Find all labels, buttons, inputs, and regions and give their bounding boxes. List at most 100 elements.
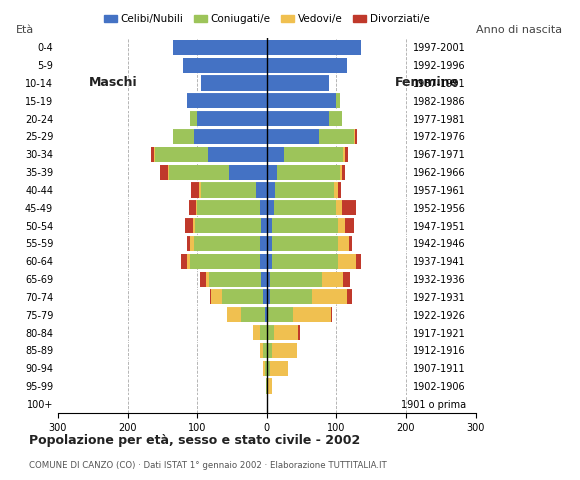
Bar xyxy=(208,147,267,162)
Bar xyxy=(339,253,356,269)
Bar xyxy=(194,129,267,144)
Bar xyxy=(187,253,190,269)
Bar xyxy=(298,325,299,340)
Bar xyxy=(154,147,155,162)
Bar xyxy=(210,289,211,304)
Bar xyxy=(340,165,342,180)
Bar xyxy=(155,147,208,162)
Bar xyxy=(173,40,267,55)
Bar xyxy=(355,129,357,144)
Bar xyxy=(151,147,154,162)
Bar xyxy=(222,289,263,304)
Bar xyxy=(274,325,298,340)
Bar xyxy=(253,325,260,340)
Bar xyxy=(267,182,275,198)
Bar xyxy=(267,289,270,304)
Bar xyxy=(267,360,270,376)
Bar xyxy=(193,218,195,233)
Bar xyxy=(187,93,267,108)
Bar xyxy=(181,253,187,269)
Bar xyxy=(200,272,205,287)
Bar xyxy=(229,165,267,180)
Bar xyxy=(173,129,194,144)
Bar xyxy=(334,182,338,198)
Bar xyxy=(331,307,332,323)
Bar xyxy=(267,307,268,323)
Bar xyxy=(169,165,229,180)
Bar xyxy=(346,218,354,233)
Bar xyxy=(201,75,267,91)
Bar xyxy=(191,182,200,198)
Bar xyxy=(267,200,274,216)
Bar xyxy=(183,58,267,73)
Bar xyxy=(189,200,196,216)
Bar xyxy=(268,378,271,394)
Bar xyxy=(267,236,273,251)
Bar xyxy=(260,325,267,340)
Bar xyxy=(264,360,267,376)
Bar xyxy=(347,289,353,304)
Bar xyxy=(267,111,329,126)
Bar xyxy=(273,343,297,358)
Bar xyxy=(260,343,263,358)
Text: Età: Età xyxy=(16,24,34,35)
Bar xyxy=(270,289,312,304)
Bar xyxy=(190,111,197,126)
Bar xyxy=(270,272,322,287)
Bar xyxy=(270,360,288,376)
Text: Popolazione per età, sesso e stato civile - 2002: Popolazione per età, sesso e stato civil… xyxy=(29,434,360,447)
Bar xyxy=(168,165,169,180)
Bar xyxy=(201,182,256,198)
Bar xyxy=(273,236,339,251)
Text: COMUNE DI CANZO (CO) · Dati ISTAT 1° gennaio 2002 · Elaborazione TUTTITALIA.IT: COMUNE DI CANZO (CO) · Dati ISTAT 1° gen… xyxy=(29,461,387,470)
Bar xyxy=(267,165,277,180)
Bar xyxy=(263,360,264,376)
Bar xyxy=(261,272,267,287)
Bar xyxy=(267,58,347,73)
Bar xyxy=(343,147,345,162)
Bar xyxy=(190,236,194,251)
Bar xyxy=(200,182,201,198)
Bar xyxy=(339,218,346,233)
Legend: Celibi/Nubili, Coniugati/e, Vedovi/e, Divorziati/e: Celibi/Nubili, Coniugati/e, Vedovi/e, Di… xyxy=(100,10,434,28)
Bar xyxy=(356,253,361,269)
Bar xyxy=(336,93,340,108)
Bar xyxy=(267,253,273,269)
Bar xyxy=(196,200,197,216)
Bar xyxy=(292,307,331,323)
Bar xyxy=(260,253,267,269)
Bar xyxy=(267,325,274,340)
Bar xyxy=(274,200,336,216)
Bar xyxy=(329,111,342,126)
Bar xyxy=(345,147,348,162)
Bar xyxy=(227,307,241,323)
Text: Maschi: Maschi xyxy=(89,76,138,89)
Bar xyxy=(267,218,273,233)
Bar xyxy=(273,253,339,269)
Bar xyxy=(267,147,284,162)
Bar xyxy=(273,218,339,233)
Bar xyxy=(263,343,267,358)
Bar xyxy=(187,236,190,251)
Bar xyxy=(195,218,261,233)
Bar xyxy=(267,93,336,108)
Bar xyxy=(319,129,354,144)
Bar xyxy=(266,378,267,394)
Bar xyxy=(261,218,267,233)
Bar xyxy=(284,147,343,162)
Bar xyxy=(267,129,319,144)
Bar xyxy=(277,165,340,180)
Text: Anno di nascita: Anno di nascita xyxy=(476,24,562,35)
Bar xyxy=(197,111,267,126)
Bar xyxy=(211,289,222,304)
Bar xyxy=(338,182,341,198)
Bar xyxy=(342,165,346,180)
Bar xyxy=(349,236,353,251)
Bar xyxy=(322,272,343,287)
Bar xyxy=(268,307,292,323)
Bar xyxy=(266,307,267,323)
Bar xyxy=(312,289,347,304)
Bar xyxy=(241,307,266,323)
Bar xyxy=(256,182,267,198)
Bar xyxy=(343,272,350,287)
